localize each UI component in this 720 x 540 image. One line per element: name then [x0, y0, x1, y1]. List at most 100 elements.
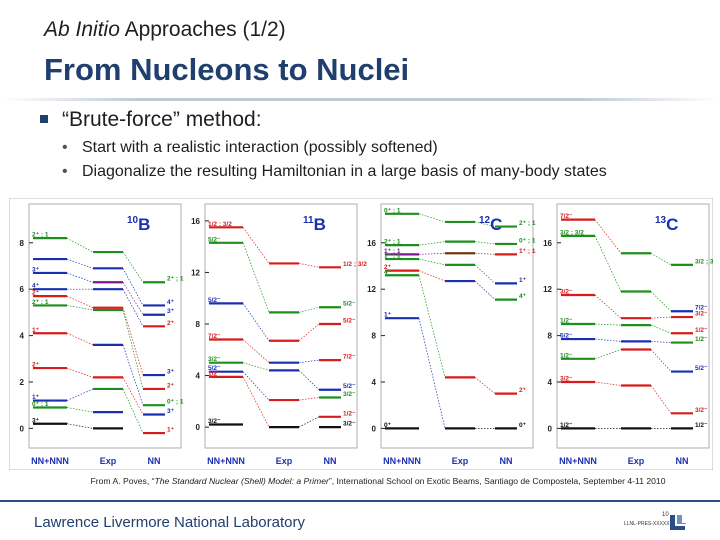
- column-label: Exp: [100, 456, 117, 466]
- level-connector: [418, 275, 446, 378]
- title-divider: [0, 98, 720, 101]
- axis-tick-label: 12: [367, 285, 376, 294]
- slide-title: From Nucleons to Nuclei: [44, 52, 410, 87]
- level-connector: [418, 258, 446, 266]
- level-label: 0⁺: [519, 422, 527, 429]
- level-label: 3⁺: [32, 266, 40, 273]
- column-label: Exp: [452, 456, 469, 466]
- level-label: 1/2⁻: [560, 318, 573, 325]
- level-connector: [298, 359, 320, 364]
- level-connector: [650, 252, 672, 266]
- level-label: 2⁺: [32, 362, 40, 369]
- level-label: 3/2⁻: [343, 421, 356, 428]
- level-label: 1⁺ ; 1: [384, 248, 401, 255]
- level-label: 1/2⁻: [208, 370, 221, 377]
- level-connector: [298, 397, 320, 401]
- panel-frame: [380, 203, 534, 449]
- axis-tick-label: 4: [372, 378, 377, 387]
- level-connector: [122, 268, 144, 306]
- panel-frame: [28, 203, 182, 449]
- level-label: 2⁺: [32, 290, 40, 297]
- column-label: NN+NNN: [559, 456, 597, 466]
- level-label: 2⁺ ; 1: [167, 276, 184, 283]
- axis-tick-label: 4: [548, 378, 553, 387]
- level-connector: [66, 305, 94, 311]
- level-label: 5/2⁻: [343, 301, 356, 308]
- level-connector: [122, 388, 144, 434]
- nucleus-label: 13C: [655, 215, 678, 234]
- level-label: 2⁺: [167, 382, 175, 389]
- level-label: 1/2⁻: [560, 422, 573, 429]
- level-label: 4⁺: [32, 283, 40, 290]
- level-label: 2⁺ ; 1: [519, 220, 536, 227]
- caption-post: ”, International School on Exotic Beams,…: [328, 476, 666, 486]
- level-connector: [650, 341, 672, 343]
- level-label: 3/2⁻: [695, 311, 708, 318]
- nucleus-symbol: C: [666, 215, 678, 234]
- level-connector: [66, 407, 94, 413]
- level-connector: [298, 323, 320, 342]
- level-label: 1⁺: [32, 327, 40, 334]
- level-label: 1/2 ; 3/2: [343, 261, 367, 268]
- level-label: 5/2⁻: [560, 333, 573, 340]
- nucleus-symbol: B: [138, 215, 150, 234]
- level-label: 3/2⁻: [695, 407, 708, 414]
- level-label: 3/2⁻: [560, 289, 573, 296]
- level-label: 1/2⁻: [695, 336, 708, 343]
- level-label: 5/2⁻: [695, 365, 708, 372]
- level-connector: [122, 307, 144, 376]
- column-label: Exp: [628, 456, 645, 466]
- panel-3: 0 4 8 12 16 13C 7/2⁻ 3/2 ; 3/2 3/2⁻ 1/2⁻ 5/2⁻ 1/2⁻ 3…: [543, 203, 713, 466]
- nucleus-mass: 11: [303, 215, 314, 226]
- nucleus-mass: 13: [655, 215, 667, 226]
- level-label: 2⁺: [519, 387, 527, 394]
- caption-italic: The Standard Nuclear (Shell) Model: a Pr…: [154, 476, 329, 486]
- axis-tick-label: 0: [196, 423, 201, 432]
- level-label: 3/2 ; 3/2: [695, 258, 713, 265]
- level-label: 1⁺: [519, 277, 527, 284]
- sub-bullet-1: • Start with a realistic interaction (pos…: [62, 139, 438, 157]
- level-connector: [242, 227, 270, 264]
- axis-tick-label: 0: [548, 424, 553, 433]
- level-label: 3⁺: [167, 408, 175, 415]
- level-connector: [122, 282, 144, 315]
- nucleus-mass: 12: [479, 215, 491, 226]
- level-label: 1/2⁻: [695, 327, 708, 334]
- main-bullet: “Brute-force” method:: [40, 108, 262, 132]
- nucleus-symbol: B: [314, 215, 326, 234]
- level-connector: [122, 289, 144, 327]
- level-connector: [242, 242, 270, 313]
- level-label: 2⁺ ; 1: [384, 239, 401, 246]
- level-connector: [474, 241, 496, 245]
- level-label: 7/2⁻: [560, 213, 573, 220]
- level-label: 7/2⁻: [343, 354, 356, 361]
- sub-bullet-1-text: Start with a realistic interaction (poss…: [82, 139, 438, 156]
- level-connector: [474, 377, 496, 394]
- dot-bullet-icon: •: [62, 139, 68, 156]
- axis-tick-label: 16: [367, 239, 376, 248]
- sub-bullet-2-text: Diagonalize the resulting Hamiltonian in…: [82, 163, 607, 180]
- figure-background: [9, 198, 713, 470]
- level-connector: [122, 377, 144, 415]
- column-label: NN+NNN: [207, 456, 245, 466]
- level-label: 0⁺ ; 1: [32, 401, 49, 408]
- level-label: 1/2 ; 3/2: [208, 221, 232, 228]
- panel-frame: [556, 203, 710, 449]
- column-label: NN: [324, 456, 337, 466]
- level-label: 2⁺ ; 1: [32, 299, 49, 306]
- axis-tick-label: 6: [20, 285, 25, 294]
- nucleus-label: 11B: [303, 215, 326, 234]
- nucleus-label: 12C: [479, 215, 502, 234]
- level-label: 7/2⁻: [695, 305, 708, 312]
- level-label: 1⁺: [32, 394, 40, 401]
- level-connector: [474, 252, 496, 255]
- page-number: 10: [662, 512, 669, 518]
- dot-bullet-icon: •: [62, 163, 68, 180]
- axis-tick-label: 2: [20, 378, 25, 387]
- axis-tick-label: 8: [548, 332, 553, 341]
- level-connector: [594, 338, 622, 342]
- square-bullet-icon: [40, 115, 48, 123]
- axis-tick-label: 4: [20, 332, 25, 341]
